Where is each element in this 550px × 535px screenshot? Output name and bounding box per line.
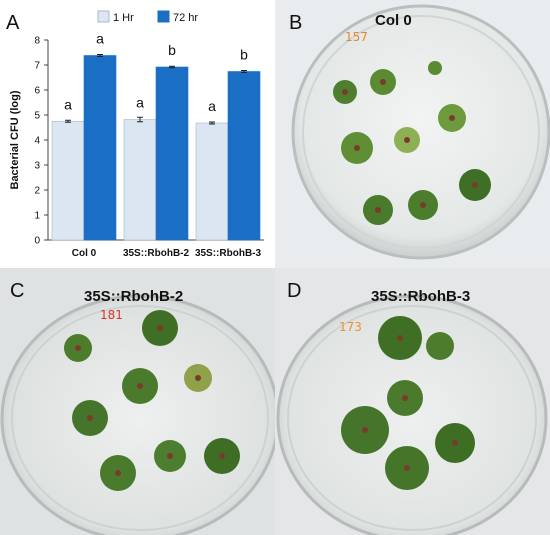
x-category-label: 35S::RbohB-2 — [123, 248, 190, 259]
petri-dish-rbohb2 — [0, 294, 275, 535]
plant-cluster — [333, 61, 491, 225]
plate-number-label: 181 — [100, 308, 123, 322]
significance-letter: b — [240, 47, 248, 63]
y-tick-label: 1 — [34, 211, 40, 222]
y-tick-label: 8 — [34, 36, 40, 47]
significance-letter: b — [168, 42, 176, 58]
panel-d: D 35S::RbohB-3 173 — [275, 268, 550, 535]
y-tick-label: 2 — [34, 186, 40, 197]
plate-number-label: 157 — [345, 30, 368, 44]
significance-letter: a — [64, 96, 72, 112]
x-category-label: Col 0 — [72, 248, 97, 259]
panel-letter-d: D — [287, 280, 302, 302]
significance-letter: a — [96, 31, 104, 47]
x-category-label: 35S::RbohB-3 — [195, 248, 262, 259]
y-tick-label: 0 — [34, 236, 40, 247]
petri-dish-col0 — [291, 4, 550, 260]
bar — [123, 119, 157, 241]
bar — [195, 122, 229, 241]
significance-letter: a — [208, 98, 216, 114]
plate-title-rbohb3: 35S::RbohB-3 — [371, 288, 471, 305]
y-tick-label: 4 — [34, 136, 40, 147]
panel-a: A 0 1 2 3 4 5 6 7 8 Bacterial CFU (log) Col 0 a a 35S… — [0, 0, 275, 268]
panel-letter-a: A — [6, 12, 20, 34]
legend-swatch — [97, 10, 110, 23]
y-tick-label: 7 — [34, 61, 40, 72]
legend-swatch — [157, 10, 170, 23]
bar — [83, 55, 117, 241]
panel-c: C 35S::RbohB-2 181 — [0, 268, 275, 535]
petri-dish-rbohb3 — [276, 294, 548, 535]
panel-letter-b: B — [289, 12, 303, 34]
panel-b: B Col 0 157 — [275, 0, 550, 268]
legend-label: 1 Hr — [113, 12, 134, 24]
bar — [227, 71, 261, 241]
legend-label: 72 hr — [173, 12, 198, 24]
bar — [155, 66, 189, 241]
y-tick-label: 5 — [34, 111, 40, 122]
y-tick-label: 3 — [34, 161, 40, 172]
plant-cluster — [341, 316, 475, 490]
plant-cluster — [64, 310, 240, 491]
significance-letter: a — [136, 95, 144, 111]
plate-number-label: 173 — [339, 320, 362, 334]
plate-title-rbohb2: 35S::RbohB-2 — [84, 288, 184, 305]
bar — [51, 120, 85, 241]
y-axis-title: Bacterial CFU (log) — [9, 90, 21, 189]
y-tick-label: 6 — [34, 86, 40, 97]
plate-title-col0: Col 0 — [375, 12, 412, 29]
panel-letter-c: C — [10, 280, 25, 302]
